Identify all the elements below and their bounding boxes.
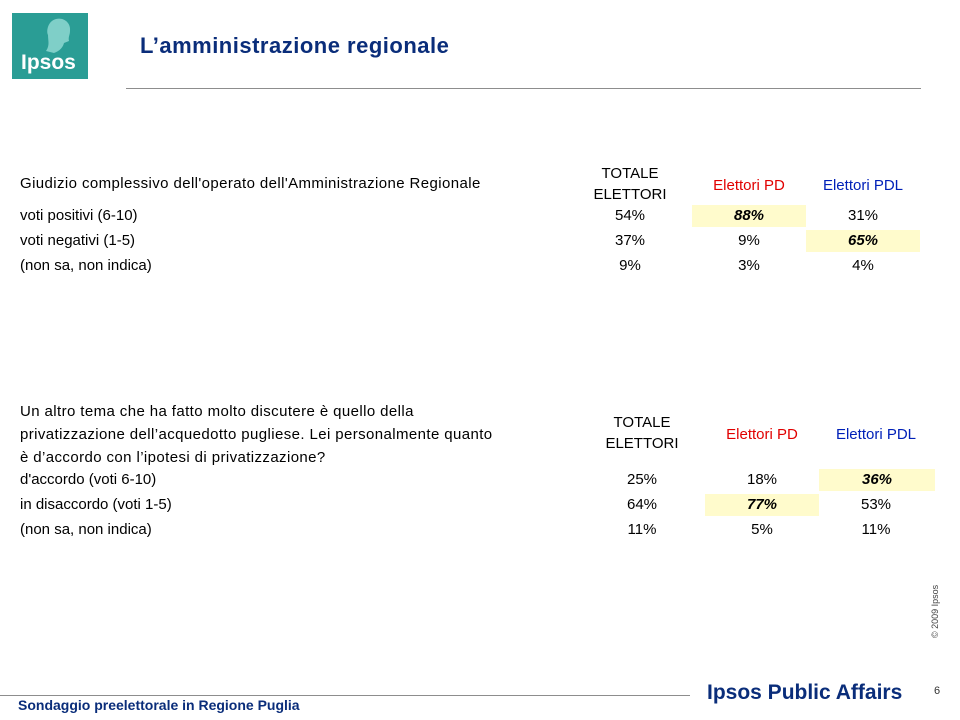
table1-row-label: voti positivi (6-10) [20,207,138,224]
table1-row-label: voti negativi (1-5) [20,232,136,249]
table1-question: Giudizio complessivo dell'operato dell'A… [20,175,481,192]
table1-cell-totale: 37% [614,232,646,249]
page-title: L’amministrazione regionale [140,33,450,58]
table1-cell-pdl: 31% [847,207,879,224]
title-divider [126,88,921,89]
footer-brand: Ipsos Public Affairs [707,681,903,704]
table2-col-totale-line1: TOTALE [613,414,671,431]
table2-cell-totale: 25% [626,471,658,488]
table1-row-label: (non sa, non indica) [20,257,152,274]
page-number: 6 [934,685,941,697]
table2-row-label: (non sa, non indica) [20,521,152,538]
table2-cell-pd: 5% [751,521,773,538]
table2-col-pd: Elettori PD [726,426,798,443]
ipsos-logo: Ipsos [12,13,88,79]
logo-text: Ipsos [21,51,76,74]
table1-col-totale: TOTALE ELETTORI [580,163,680,205]
table2-col-pdl: Elettori PDL [835,426,917,443]
table1-cell-totale: 9% [619,257,641,274]
table2-cell-totale: 64% [626,496,658,513]
table1-cell-pd: 3% [738,257,760,274]
table1-cell-pd: 9% [738,232,760,249]
table1-col-pdl: Elettori PDL [822,177,904,194]
table2-cell-pdl-highlight: 36% [819,469,935,491]
table1-col-pd: Elettori PD [713,177,785,194]
table1-col-totale-line2: ELETTORI [593,186,667,203]
table1-cell-pdl-highlight: 65% [806,230,920,252]
table2-cell-pd-highlight: 77% [705,494,819,516]
table2-cell-pd: 18% [746,471,778,488]
table1-cell-pd-highlight: 88% [692,205,806,227]
footer-survey-title: Sondaggio preelettorale in Regione Pugli… [18,697,300,713]
table2-question-line2: privatizzazione dell’acquedotto pugliese… [20,426,493,443]
table2-question-line1: Un altro tema che ha fatto molto discute… [20,403,414,420]
footer-divider [0,695,690,696]
table2-row-label: in disaccordo (voti 1-5) [20,496,172,513]
table2-cell-totale: 11% [627,521,657,538]
head-profile-icon [46,18,71,53]
table2-question-line3: è d’accordo con l’ipotesi di privatizzaz… [20,449,326,466]
table2-cell-pdl: 53% [860,496,892,513]
table1-cell-totale: 54% [614,207,646,224]
table2-col-totale-line2: ELETTORI [605,435,679,452]
table2-cell-pdl: 11% [861,521,891,538]
table1-cell-pdl: 4% [852,257,874,274]
copyright-text: © 2009 Ipsos [930,584,940,638]
table2-question: Un altro tema che ha fatto molto discute… [20,400,493,469]
table2-col-totale: TOTALE ELETTORI [592,412,692,454]
table2-row-label: d'accordo (voti 6-10) [20,471,157,488]
table1-col-totale-line1: TOTALE [601,165,659,182]
